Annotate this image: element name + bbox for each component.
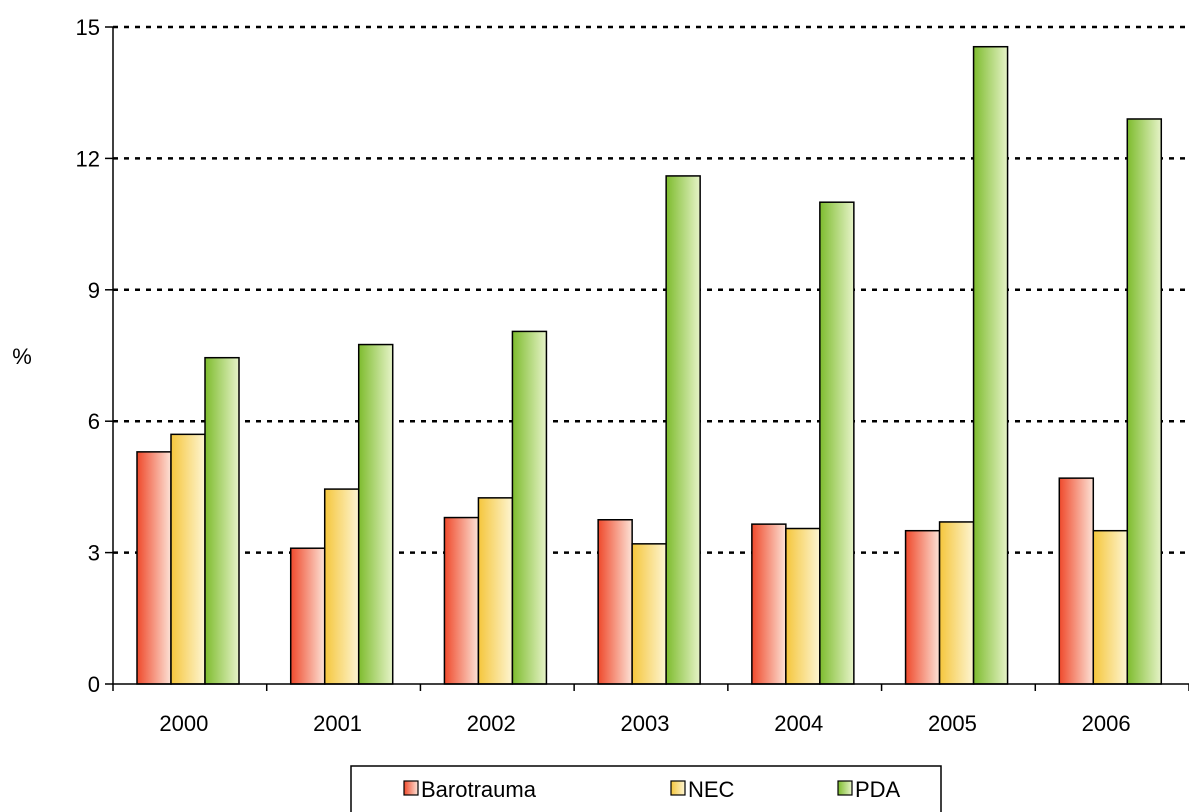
axes [105, 26, 1189, 691]
bar-pda-2001 [357, 343, 394, 685]
bar-barotrauma-2006 [1058, 477, 1095, 685]
bar-nec-2002 [477, 497, 514, 685]
bar-pda-2006 [1126, 118, 1163, 685]
x-tick-label: 2002 [467, 711, 516, 736]
x-tick-label: 2004 [774, 711, 823, 736]
bar-pda-2000 [204, 356, 240, 685]
legend-label-pda: PDA [855, 777, 901, 802]
bars [136, 45, 1163, 685]
bar-nec-2000 [170, 433, 206, 685]
tick-labels: 0 3 6 9 12 15 2000 2001 2002 2003 2004 2005 2006 [76, 15, 1131, 736]
y-tick-label: 9 [88, 278, 100, 303]
legend-swatch-barotrauma [403, 780, 419, 796]
bar-barotrauma-2003 [597, 519, 633, 685]
bar-barotrauma-2004 [751, 523, 787, 685]
bar-pda-2003 [665, 175, 701, 685]
x-tick-label: 2003 [621, 711, 670, 736]
gridlines [113, 25, 1189, 554]
bar-pda-2002 [511, 330, 548, 685]
y-tick-label: 15 [76, 15, 100, 40]
bar-nec-2001 [323, 488, 360, 685]
bar-barotrauma-2005 [904, 529, 941, 685]
bar-nec-2003 [631, 543, 667, 685]
legend-label-barotrauma: Barotrauma [421, 777, 537, 802]
bar-nec-2004 [785, 527, 821, 685]
legend-label-nec: NEC [688, 777, 735, 802]
legend-swatch-nec [670, 780, 686, 796]
y-tick-label: 3 [88, 541, 100, 566]
legend-swatch-pda [837, 780, 853, 796]
bar-barotrauma-2001 [289, 547, 326, 685]
legend: Barotrauma NEC PDA [350, 765, 942, 812]
bar-nec-2005 [938, 521, 975, 685]
bar-pda-2004 [819, 201, 855, 685]
bar-pda-2005 [972, 45, 1009, 685]
x-tick-label: 2001 [313, 711, 362, 736]
bar-barotrauma-2000 [136, 451, 172, 685]
x-tick-label: 2005 [928, 711, 977, 736]
y-tick-label: 6 [88, 409, 100, 434]
y-tick-label: 12 [76, 146, 100, 171]
y-axis-label: % [12, 344, 32, 369]
bar-barotrauma-2002 [443, 516, 480, 685]
bar-nec-2006 [1092, 529, 1129, 685]
y-tick-label: 0 [88, 672, 100, 697]
x-tick-label: 2006 [1082, 711, 1131, 736]
x-tick-label: 2000 [159, 711, 208, 736]
